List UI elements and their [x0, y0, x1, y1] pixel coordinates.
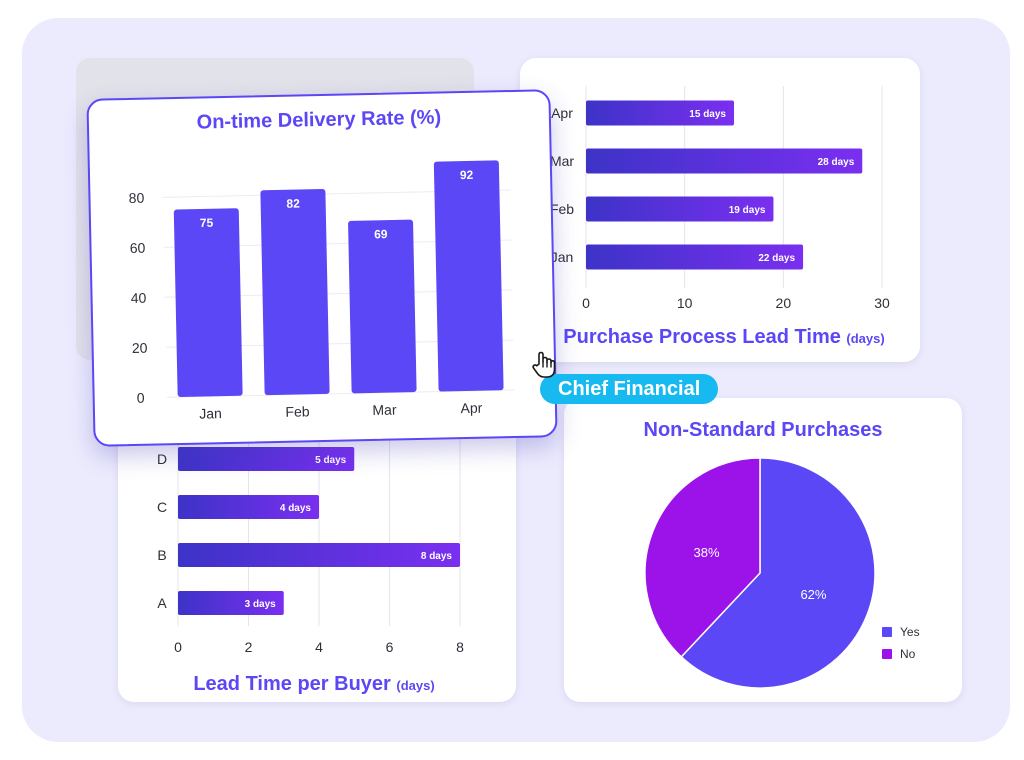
- pie-slice: [644, 457, 761, 658]
- bar-value-label: 92: [460, 168, 474, 182]
- x-tick-label: Feb: [285, 403, 310, 420]
- chart-title-unit: (days): [846, 331, 884, 346]
- bar-value-label: 69: [374, 227, 388, 241]
- hand-pointer-icon: [532, 351, 556, 378]
- x-tick-label: Apr: [460, 400, 482, 416]
- lead-time-per-buyer-chart: 0 2 4 6 8 D 5 days C 4 days B 8 days A 3 days Lead Ti…: [157, 438, 464, 695]
- bar-value-label: 28 days: [818, 157, 855, 168]
- x-tick-label: 10: [677, 295, 693, 311]
- bar: [586, 100, 734, 126]
- x-tick-label: 20: [776, 295, 792, 311]
- bar-value-label: 22 days: [758, 253, 795, 264]
- x-tick-label: 0: [582, 295, 590, 311]
- bar-value-label: 82: [286, 196, 300, 210]
- y-tick-label: 0: [137, 390, 145, 406]
- x-tick-label: 30: [874, 295, 890, 311]
- bar-value-label: 75: [200, 216, 214, 230]
- y-tick-label: 60: [130, 240, 146, 256]
- bar-value-label: 3 days: [245, 599, 277, 610]
- chart-title: Purchase Process Lead Time (days): [563, 326, 884, 348]
- bar: [178, 495, 319, 519]
- bar: [586, 148, 863, 174]
- chief-financial-badge[interactable]: Chief Financial: [540, 374, 719, 404]
- y-tick-label: 80: [129, 190, 145, 206]
- pie-slice-label: 38%: [694, 545, 720, 560]
- x-tick-label: 4: [315, 639, 323, 655]
- bar: [178, 591, 284, 615]
- category-label: Apr: [551, 105, 573, 121]
- bar: [178, 447, 355, 471]
- category-label: Jan: [551, 249, 574, 265]
- on-time-delivery-chart: 0 20 40 60 80 75 Jan 82 Feb 69 Mar 92 Apr On-time Del…: [129, 106, 515, 422]
- category-label: B: [157, 547, 166, 563]
- legend-swatch: [882, 627, 892, 637]
- legend-swatch: [882, 649, 892, 659]
- lead-time-per-buyer-card: 0 2 4 6 8 D 5 days C 4 days B 8 days A 3 days Lead Ti…: [118, 400, 516, 702]
- chart-title-unit: (days): [396, 678, 434, 693]
- non-standard-purchases-chart: 62% 38% Non-Standard Purchases Yes No: [644, 419, 920, 689]
- chart-title-text: Lead Time per Buyer: [193, 673, 396, 695]
- x-tick-label: Mar: [372, 401, 397, 418]
- purchase-lead-time-chart: 0 10 20 30 Apr 15 days Mar 28 days Feb 19 days Jan…: [550, 86, 890, 348]
- pie-slice: [680, 457, 876, 689]
- x-tick-label: 8: [456, 639, 464, 655]
- category-label: Mar: [550, 153, 574, 169]
- chart-title-text: Purchase Process Lead Time: [563, 326, 846, 348]
- legend-label: Yes: [900, 625, 920, 639]
- chart-title: Lead Time per Buyer (days): [193, 673, 434, 695]
- x-tick-label: 0: [174, 639, 182, 655]
- bar: [586, 244, 804, 270]
- bar: [586, 196, 774, 222]
- x-tick-label: 6: [386, 639, 394, 655]
- legend-label: No: [900, 647, 916, 661]
- bar-value-label: 4 days: [280, 503, 312, 514]
- pie-slice-label: 62%: [800, 587, 826, 602]
- chart-title: Non-Standard Purchases: [644, 419, 883, 441]
- bar: [433, 160, 504, 392]
- non-standard-purchases-card: 62% 38% Non-Standard Purchases Yes No: [564, 398, 962, 702]
- category-label: A: [157, 595, 167, 611]
- bar-value-label: 19 days: [729, 205, 766, 216]
- purchase-lead-time-card: 0 10 20 30 Apr 15 days Mar 28 days Feb 19 days Jan…: [520, 58, 920, 362]
- chart-title: On-time Delivery Rate (%): [196, 106, 441, 133]
- y-tick-label: 40: [131, 290, 147, 306]
- bar: [173, 208, 243, 397]
- x-tick-label: 2: [245, 639, 253, 655]
- on-time-delivery-card[interactable]: 0 20 40 60 80 75 Jan 82 Feb 69 Mar 92 Apr On-time Del…: [86, 89, 558, 447]
- bar-value-label: 15 days: [689, 109, 726, 120]
- bar-value-label: 5 days: [315, 455, 347, 466]
- category-label: Feb: [550, 201, 574, 217]
- category-label: C: [157, 499, 167, 515]
- x-tick-label: Jan: [199, 405, 222, 421]
- category-label: D: [157, 451, 167, 467]
- bar: [178, 543, 460, 567]
- y-tick-label: 20: [132, 340, 148, 356]
- bar: [260, 188, 330, 396]
- bar-value-label: 8 days: [421, 551, 453, 562]
- bar: [348, 219, 417, 394]
